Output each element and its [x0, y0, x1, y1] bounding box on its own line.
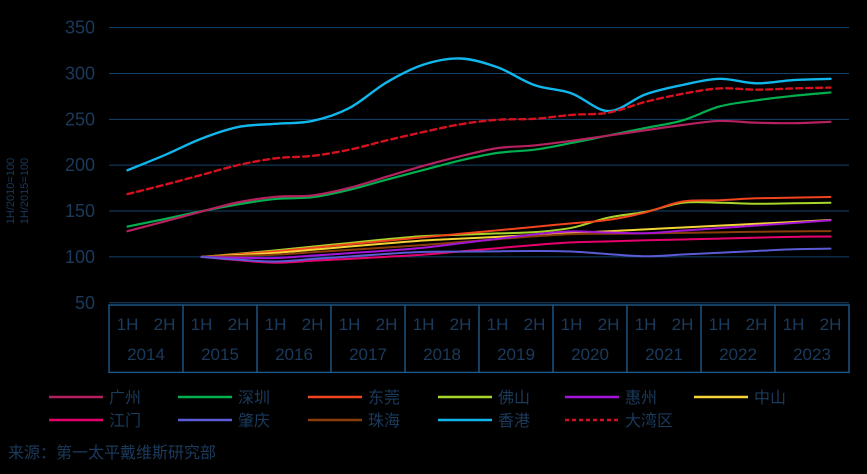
svg-text:150: 150	[65, 201, 95, 221]
svg-text:东莞: 东莞	[368, 389, 400, 407]
svg-text:1H: 1H	[413, 315, 435, 334]
svg-text:200: 200	[65, 155, 95, 175]
svg-text:2H: 2H	[228, 315, 250, 334]
svg-text:佛山: 佛山	[498, 389, 530, 407]
svg-text:1H: 1H	[561, 315, 583, 334]
svg-text:1H: 1H	[635, 315, 657, 334]
svg-text:2H: 2H	[820, 315, 842, 334]
svg-text:1H/2010=100: 1H/2010=100	[5, 158, 17, 224]
svg-text:广州: 广州	[109, 389, 141, 407]
svg-text:50: 50	[75, 293, 95, 313]
svg-text:2H: 2H	[672, 315, 694, 334]
svg-text:1H/2015=100: 1H/2015=100	[19, 158, 31, 224]
svg-text:1H: 1H	[191, 315, 213, 334]
svg-text:香港: 香港	[498, 412, 530, 430]
svg-text:350: 350	[65, 18, 95, 38]
svg-text:2022: 2022	[719, 345, 757, 364]
svg-text:2014: 2014	[127, 345, 165, 364]
svg-text:1H: 1H	[487, 315, 509, 334]
svg-text:来源：第一太平戴维斯研究部: 来源：第一太平戴维斯研究部	[8, 444, 216, 462]
svg-text:1H: 1H	[339, 315, 361, 334]
svg-text:2H: 2H	[598, 315, 620, 334]
svg-text:250: 250	[65, 109, 95, 129]
svg-text:2021: 2021	[645, 345, 683, 364]
svg-text:2015: 2015	[201, 345, 239, 364]
svg-text:2018: 2018	[423, 345, 461, 364]
svg-text:1H: 1H	[117, 315, 139, 334]
svg-text:2H: 2H	[376, 315, 398, 334]
svg-text:1H: 1H	[783, 315, 805, 334]
svg-text:2016: 2016	[275, 345, 313, 364]
svg-text:2H: 2H	[524, 315, 546, 334]
svg-text:肇庆: 肇庆	[238, 412, 270, 430]
svg-text:2023: 2023	[793, 345, 831, 364]
svg-text:2017: 2017	[349, 345, 387, 364]
svg-text:1H: 1H	[265, 315, 287, 334]
svg-text:1H: 1H	[709, 315, 731, 334]
svg-text:深圳: 深圳	[238, 389, 270, 407]
svg-text:2H: 2H	[302, 315, 324, 334]
svg-text:中山: 中山	[754, 389, 786, 407]
svg-text:2020: 2020	[571, 345, 609, 364]
svg-text:2H: 2H	[154, 315, 176, 334]
svg-text:大湾区: 大湾区	[625, 412, 673, 430]
svg-text:江门: 江门	[109, 412, 141, 430]
svg-text:2019: 2019	[497, 345, 535, 364]
svg-text:2H: 2H	[450, 315, 472, 334]
svg-text:300: 300	[65, 63, 95, 83]
svg-text:2H: 2H	[746, 315, 768, 334]
svg-text:珠海: 珠海	[368, 412, 400, 430]
svg-text:惠州: 惠州	[625, 389, 657, 407]
svg-text:100: 100	[65, 247, 95, 267]
